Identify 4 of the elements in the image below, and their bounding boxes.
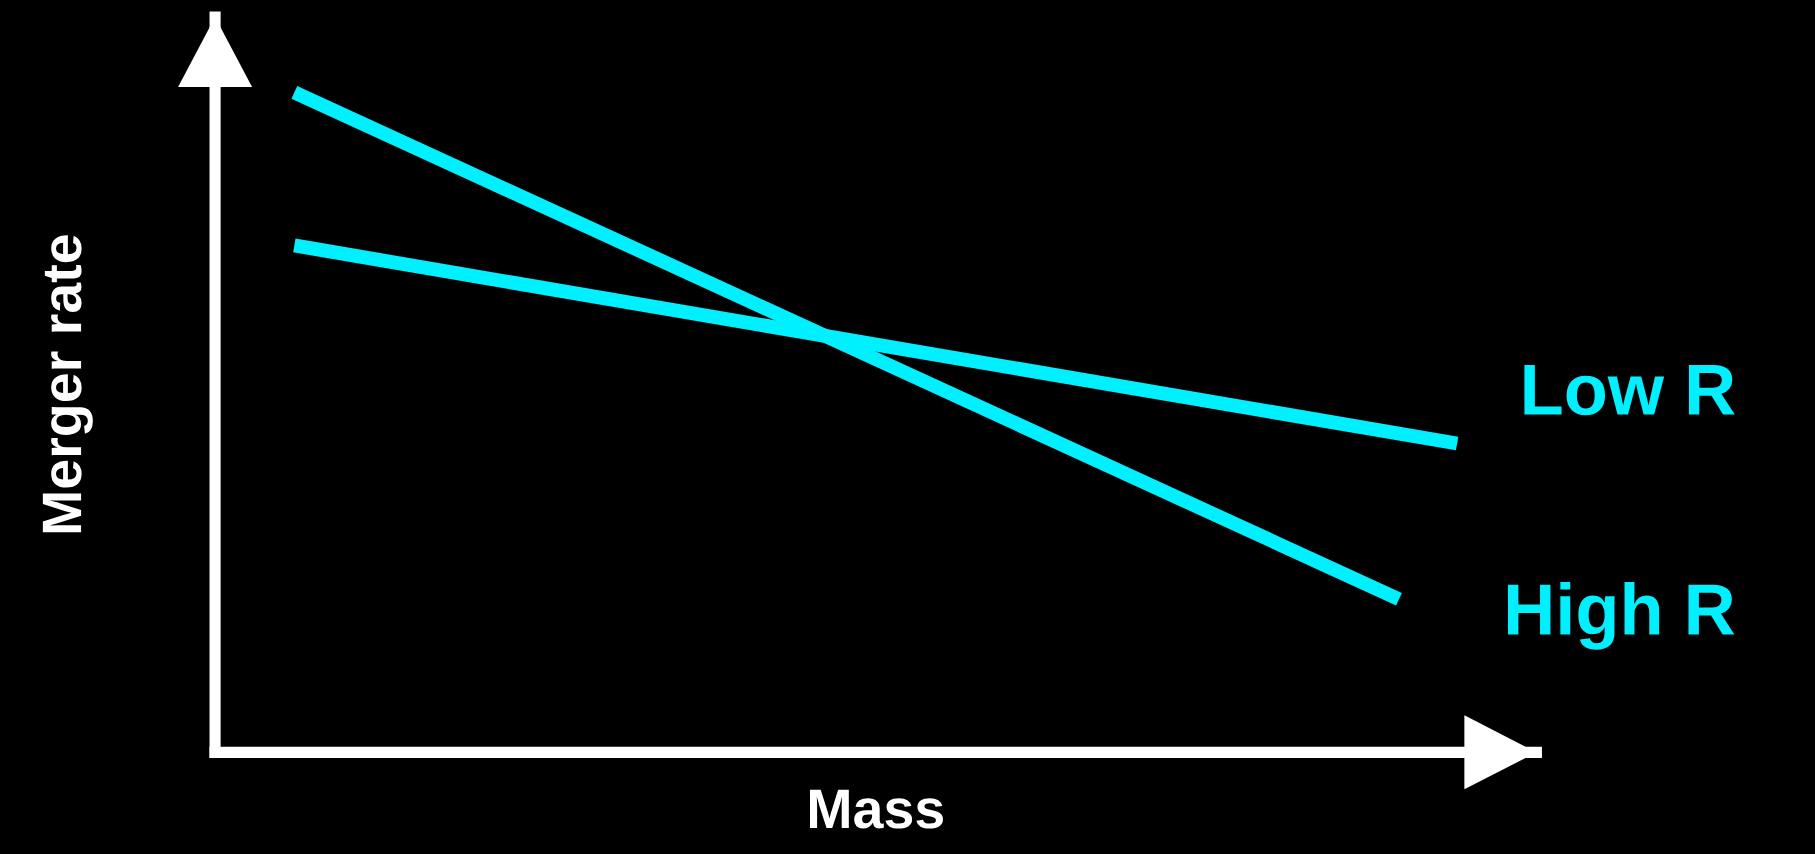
y-axis-title: Merger rate [42, 235, 93, 533]
x-axis-title: Mass [809, 789, 943, 829]
series-label: Low R [1524, 364, 1735, 416]
series-label: High R [1507, 582, 1735, 650]
